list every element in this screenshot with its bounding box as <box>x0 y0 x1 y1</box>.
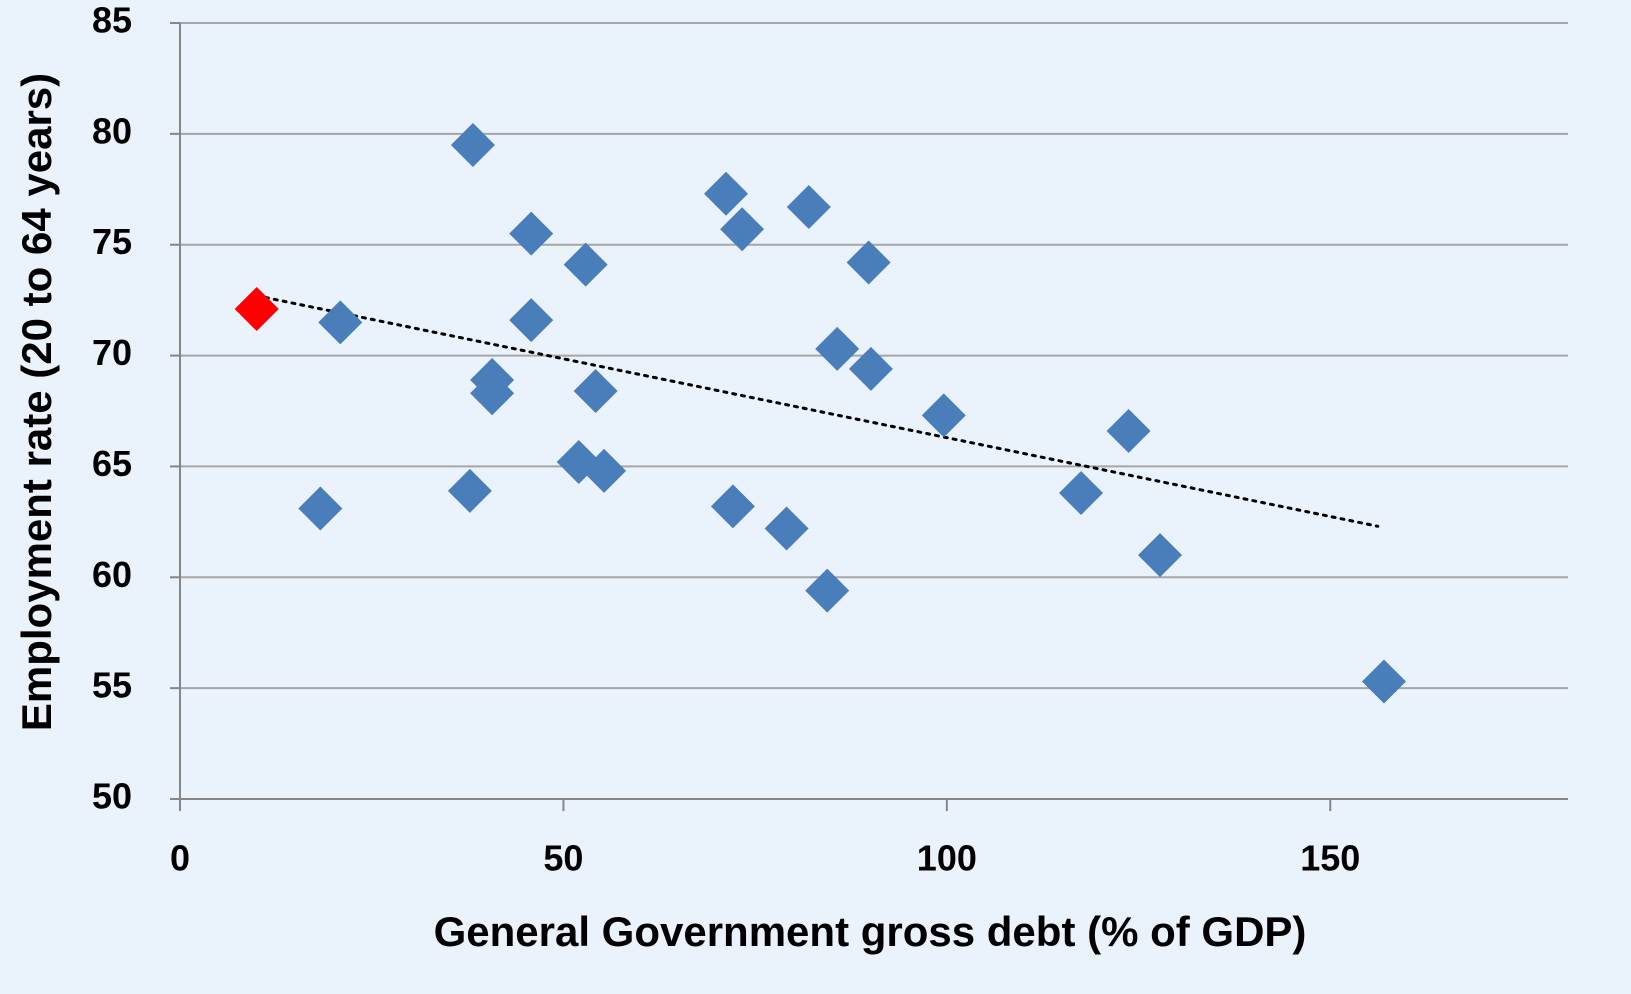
scatter-point <box>764 506 809 551</box>
x-tick-label: 50 <box>543 838 583 879</box>
scatter-point <box>720 207 765 252</box>
scatter-point <box>846 240 891 285</box>
scatter-point <box>805 568 850 613</box>
y-tick-label: 75 <box>92 221 132 262</box>
scatter-point <box>450 122 495 167</box>
scatter-point <box>1138 533 1183 578</box>
y-tick-label: 65 <box>92 443 132 484</box>
scatter-point <box>1059 471 1104 516</box>
scatter-point <box>1106 408 1151 453</box>
scatter-point <box>470 371 515 416</box>
scatter-point <box>703 171 748 216</box>
scatter-point <box>921 393 966 438</box>
scatter-point <box>298 486 343 531</box>
y-tick-label: 85 <box>92 0 132 41</box>
scatter-point <box>509 298 554 343</box>
scatter-point <box>509 211 554 256</box>
scatter-point <box>786 185 831 230</box>
y-axis-title: Employment rate (20 to 64 years) <box>13 73 60 731</box>
scatter-point <box>234 287 279 332</box>
x-tick-label: 0 <box>170 838 190 879</box>
y-tick-label: 70 <box>92 332 132 373</box>
y-tick-label: 55 <box>92 665 132 706</box>
y-tick-label: 60 <box>92 554 132 595</box>
scatter-point <box>1361 659 1406 704</box>
scatter-point <box>563 242 608 287</box>
x-tick-label: 100 <box>917 838 977 879</box>
y-tick-label: 80 <box>92 110 132 151</box>
y-tick-label: 50 <box>92 776 132 817</box>
scatter-point <box>710 484 755 529</box>
x-axis-title: General Government gross debt (% of GDP) <box>434 908 1307 955</box>
scatter-point <box>582 448 627 493</box>
x-tick-label: 150 <box>1300 838 1360 879</box>
scatter-point <box>848 346 893 391</box>
trendline <box>255 294 1380 528</box>
scatter-point <box>815 326 860 371</box>
scatter-point <box>573 369 618 414</box>
scatter-point <box>318 300 363 345</box>
scatter-point <box>447 468 492 513</box>
